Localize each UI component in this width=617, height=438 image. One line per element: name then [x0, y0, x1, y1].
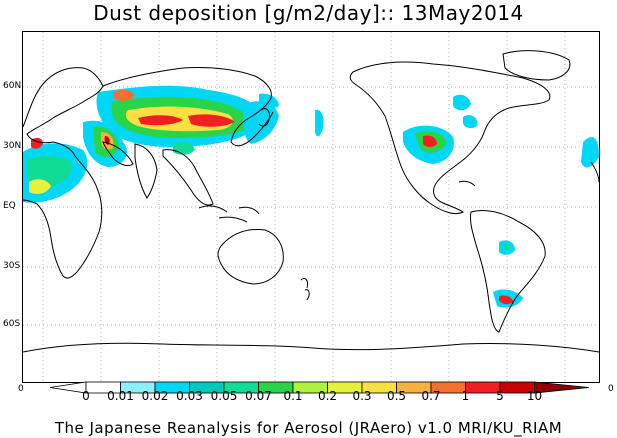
colorbar-tick-label: 0.01 [107, 389, 134, 400]
colorbar-tick-label: 0.1 [283, 389, 302, 400]
coastlines [23, 50, 599, 353]
dust-field-south-america [493, 240, 523, 308]
world-map [23, 32, 599, 382]
colorbar-tick-label: 0.05 [211, 389, 238, 400]
footer-credit: The Japanese Reanalysis for Aerosol (JRA… [54, 419, 563, 437]
dust-field-north-america [403, 94, 599, 168]
lat-label-eq: EQ [3, 201, 16, 211]
dust-field-north-africa [23, 137, 88, 203]
colorbar-tick-label: 0.07 [245, 389, 272, 400]
lat-label-30n: 30N [3, 141, 22, 151]
colorbar-segment [465, 381, 501, 394]
map-title: Dust deposition [g/m2/day]:: 13May2014 [93, 1, 524, 25]
colorbar-tick-label: 1 [462, 389, 470, 400]
colorbar-over-arrow [534, 381, 590, 394]
colorbar-tick-label: 0.3 [352, 389, 371, 400]
colorbar-tick-label: 0.5 [387, 389, 406, 400]
colorbar-tick-label: 0.02 [142, 389, 169, 400]
corner-label-right: 0 [608, 384, 614, 394]
graticule [23, 32, 599, 382]
colorbar-tick-label: 0.7 [421, 389, 440, 400]
colorbar-tick-label: 10 [527, 389, 542, 400]
colorbar-under-arrow [50, 381, 87, 394]
lat-label-60s: 60S [3, 319, 21, 329]
lat-label-60n: 60N [3, 81, 22, 91]
corner-label-left: 0 [18, 384, 24, 394]
lat-label-30s: 30S [3, 261, 21, 271]
colorbar-tick-label: 0 [82, 389, 90, 400]
colorbar-tick-label: 5 [496, 389, 504, 400]
colorbar-tick-label: 0.2 [318, 389, 337, 400]
colorbar-tick-label: 0.03 [176, 389, 203, 400]
colorbar: 0 0.01 0.02 0.03 0.05 0.07 0.1 0.2 0.3 0.5 0.7 1 5 10 [50, 381, 590, 400]
map-panel [22, 31, 600, 383]
